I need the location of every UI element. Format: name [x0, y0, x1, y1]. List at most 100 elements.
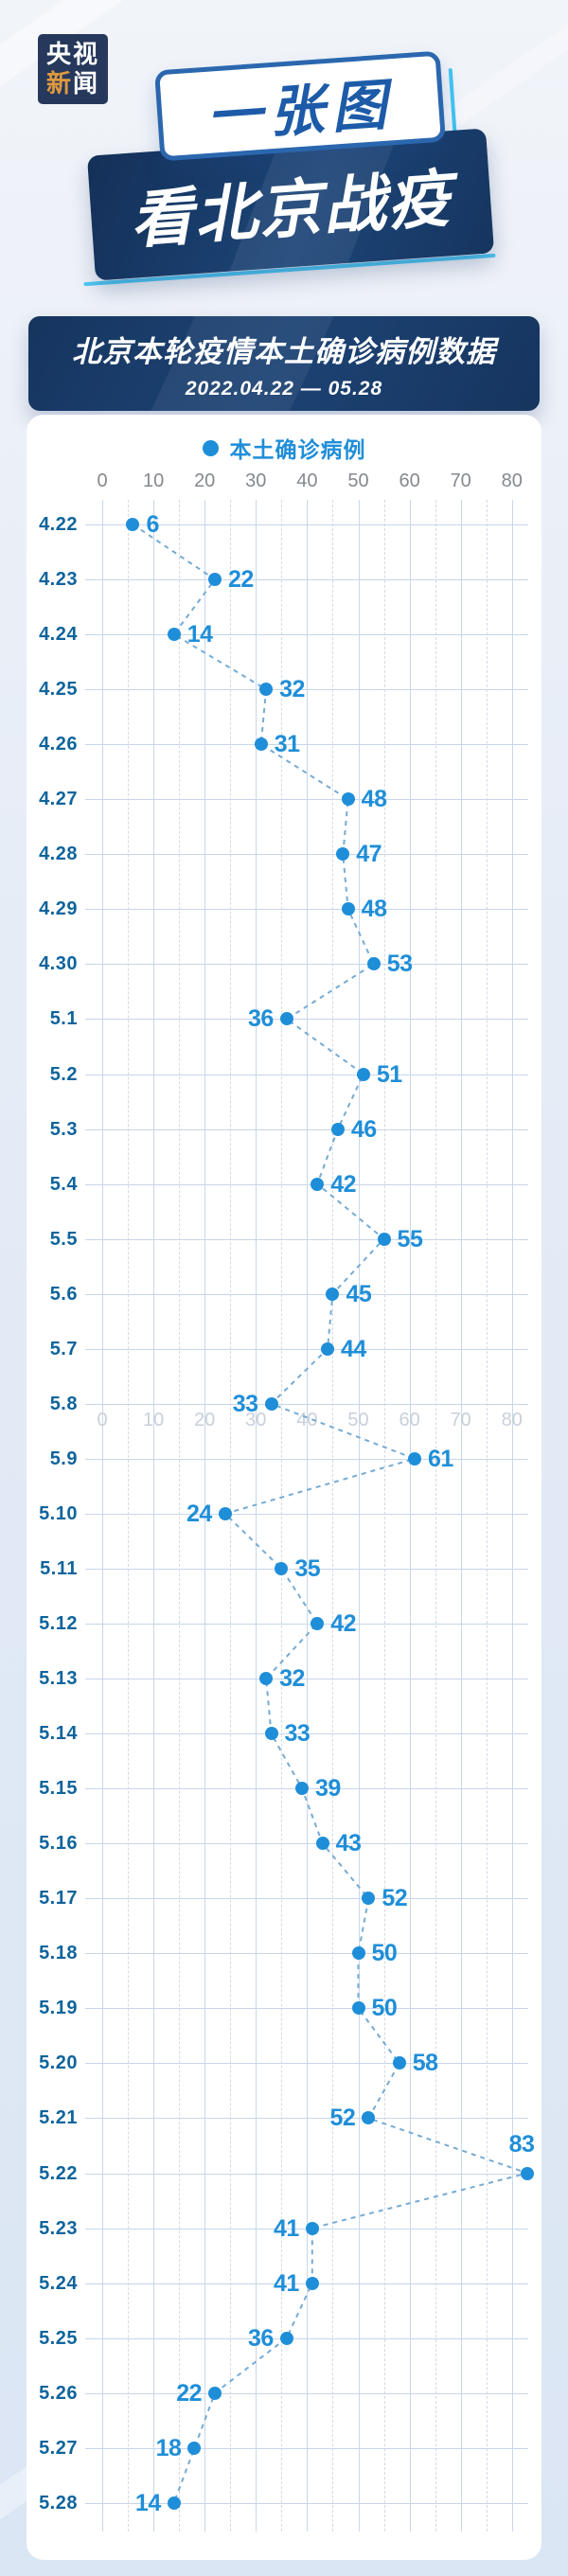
data-point-dot: [356, 1067, 370, 1081]
data-point-dot: [167, 628, 181, 642]
row-grid-line: [85, 1128, 528, 1130]
data-point-dot: [408, 1451, 421, 1466]
data-point-value: 39: [314, 1775, 341, 1803]
data-point-value: 35: [294, 1554, 321, 1582]
date-label: 5.1: [49, 1008, 78, 1030]
date-label: 5.23: [39, 2217, 78, 2239]
date-label: 5.11: [40, 1557, 78, 1579]
date-label: 4.30: [39, 953, 78, 975]
data-point-value: 53: [386, 950, 413, 978]
data-point-value: 61: [428, 1445, 453, 1472]
axis-tick-label: 70: [450, 471, 471, 491]
data-point-dot: [311, 1177, 325, 1191]
date-label: 4.28: [39, 844, 78, 865]
chart-title: 北京本轮疫情本土确诊病例数据: [72, 334, 496, 368]
grid-line-vertical-dashed: [435, 500, 436, 2532]
row-grid-line: [85, 964, 528, 966]
row-grid-line: [85, 2173, 528, 2175]
date-label: 4.29: [39, 898, 78, 920]
grid-line-vertical: [460, 500, 462, 2532]
data-point-value: 50: [371, 1940, 398, 1967]
grid-line-vertical: [102, 500, 103, 2532]
row-grid-line: [85, 2392, 528, 2394]
data-point-dot: [167, 2496, 181, 2510]
legend-dot-icon: [202, 439, 219, 456]
data-point-dot: [305, 2221, 319, 2235]
data-point-dot: [294, 1782, 309, 1796]
data-point-dot: [366, 957, 381, 971]
data-point-value: 24: [186, 1500, 212, 1527]
data-point-value: 46: [350, 1115, 377, 1143]
data-point-value: 41: [273, 2269, 299, 2297]
row-grid-line: [85, 1019, 528, 1021]
data-point-value: 6: [146, 511, 159, 538]
axis-tick-label: 50: [347, 471, 369, 491]
row-grid-line: [85, 1898, 528, 1900]
axis-tick-label-faint: 20: [194, 1409, 216, 1430]
date-label: 5.10: [39, 1502, 78, 1524]
axis-tick-label-faint: 0: [97, 1409, 108, 1430]
data-point-value: 33: [284, 1720, 311, 1748]
axis-tick-label-faint: 80: [501, 1409, 523, 1430]
date-label: 4.22: [39, 514, 78, 535]
legend-label: 本土确诊病例: [229, 437, 366, 462]
axis-tick-label: 30: [245, 471, 267, 491]
date-label: 4.27: [39, 789, 78, 810]
date-label: 5.7: [49, 1338, 78, 1359]
data-point-value: 22: [228, 566, 254, 594]
axis-tick-label-faint: 10: [142, 1409, 165, 1430]
date-label: 5.4: [49, 1173, 78, 1195]
banner-title-line1-text: 一张图: [204, 74, 397, 149]
data-point-value: 22: [176, 2379, 203, 2407]
date-label: 5.24: [39, 2272, 78, 2294]
row-grid-line: [85, 1293, 528, 1295]
data-point-value: 48: [361, 896, 387, 923]
data-point-dot: [264, 1396, 278, 1411]
grid-line-vertical-dashed: [332, 500, 334, 2532]
data-point-dot: [351, 2001, 365, 2016]
data-point-dot: [362, 2111, 376, 2125]
data-point-value: 52: [382, 1885, 408, 1912]
data-point-value: 52: [329, 2105, 356, 2132]
data-point-dot: [208, 573, 222, 587]
row-grid-line: [85, 2447, 528, 2449]
axis-tick-label: 20: [194, 471, 216, 491]
data-point-dot: [341, 902, 355, 916]
row-grid-line: [85, 1238, 528, 1240]
data-point-dot: [521, 2166, 535, 2180]
data-point-value: 58: [412, 2050, 438, 2077]
axis-tick-label: 40: [296, 471, 318, 491]
data-point-dot: [279, 1012, 293, 1026]
date-label: 5.27: [39, 2437, 78, 2459]
data-point-dot: [311, 1617, 325, 1630]
row-grid-line: [85, 1513, 528, 1515]
axis-tick-label-faint: 50: [347, 1409, 369, 1430]
grid-line-vertical: [511, 500, 513, 2532]
data-point-dot: [259, 1672, 274, 1686]
axis-tick-label-faint: 70: [450, 1409, 471, 1430]
chart-date-range: 2022.04.22 — 05.28: [185, 377, 383, 400]
data-point-dot: [275, 1561, 289, 1575]
logo-char-wen: 闻: [73, 69, 100, 98]
date-label: 5.25: [39, 2327, 78, 2349]
date-label: 5.21: [39, 2107, 78, 2129]
row-grid-line: [85, 2008, 528, 2010]
data-point-dot: [208, 2386, 222, 2400]
cctv-news-logo: 央视 新闻: [38, 34, 108, 104]
axis-tick-label-faint: 40: [296, 1409, 318, 1430]
axis-tick-label: 0: [97, 471, 108, 491]
grid-line-vertical: [409, 500, 411, 2532]
logo-line1: 央视: [45, 40, 99, 68]
data-point-value: 44: [341, 1335, 366, 1362]
data-point-value: 33: [232, 1390, 258, 1417]
axis-tick-label: 80: [501, 471, 523, 491]
row-grid-line: [85, 634, 528, 636]
data-point-value: 43: [335, 1830, 362, 1857]
axis-tick-label: 10: [142, 471, 165, 491]
row-grid-line: [85, 1624, 528, 1625]
row-grid-line: [85, 799, 528, 801]
data-point-dot: [218, 1506, 232, 1520]
grid-line-vertical: [153, 500, 155, 2532]
row-grid-line: [85, 854, 528, 856]
